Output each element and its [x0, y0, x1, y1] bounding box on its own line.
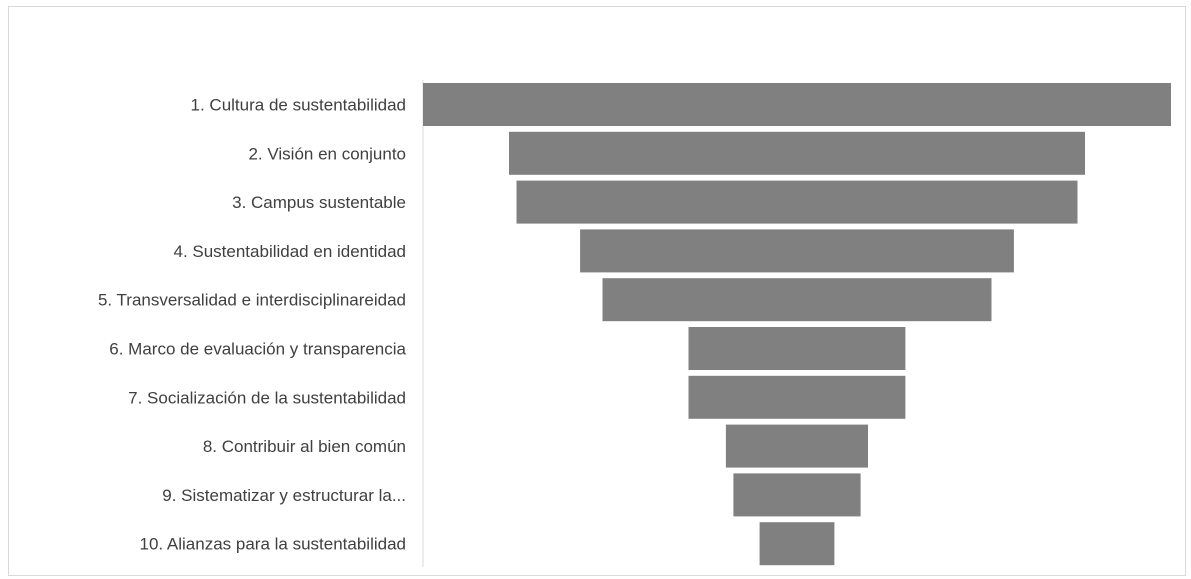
funnel-bar-7: [688, 375, 906, 419]
funnel-bar-2: [509, 131, 1085, 175]
category-label-9: 9. Sistematizar y estructurar la...: [162, 486, 406, 505]
category-label-1: 1. Cultura de sustentabilidad: [191, 96, 406, 115]
category-label-10: 10. Alianzas para la sustentabilidad: [139, 535, 406, 554]
category-label-6: 6. Marco de evaluación y transparencia: [109, 340, 406, 359]
funnel-bar-1: [423, 83, 1171, 126]
category-label-4: 4. Sustentabilidad en identidad: [173, 242, 406, 261]
funnel-bar-5: [602, 278, 992, 322]
funnel-bar-8: [725, 424, 868, 468]
category-label-8: 8. Contribuir al bien común: [203, 437, 406, 456]
funnel-bar-4: [580, 229, 1014, 273]
category-label-5: 5. Transversalidad e interdisciplinareid…: [98, 291, 406, 310]
category-label-7: 7. Socialización de la sustentabilidad: [128, 388, 406, 407]
funnel-bar-10: [759, 522, 835, 566]
category-label-2: 2. Visión en conjunto: [248, 144, 406, 163]
funnel-bar-3: [516, 180, 1078, 224]
funnel-bar-6: [688, 327, 906, 370]
funnel-bar-9: [733, 473, 861, 517]
category-label-3: 3. Campus sustentable: [232, 193, 406, 212]
